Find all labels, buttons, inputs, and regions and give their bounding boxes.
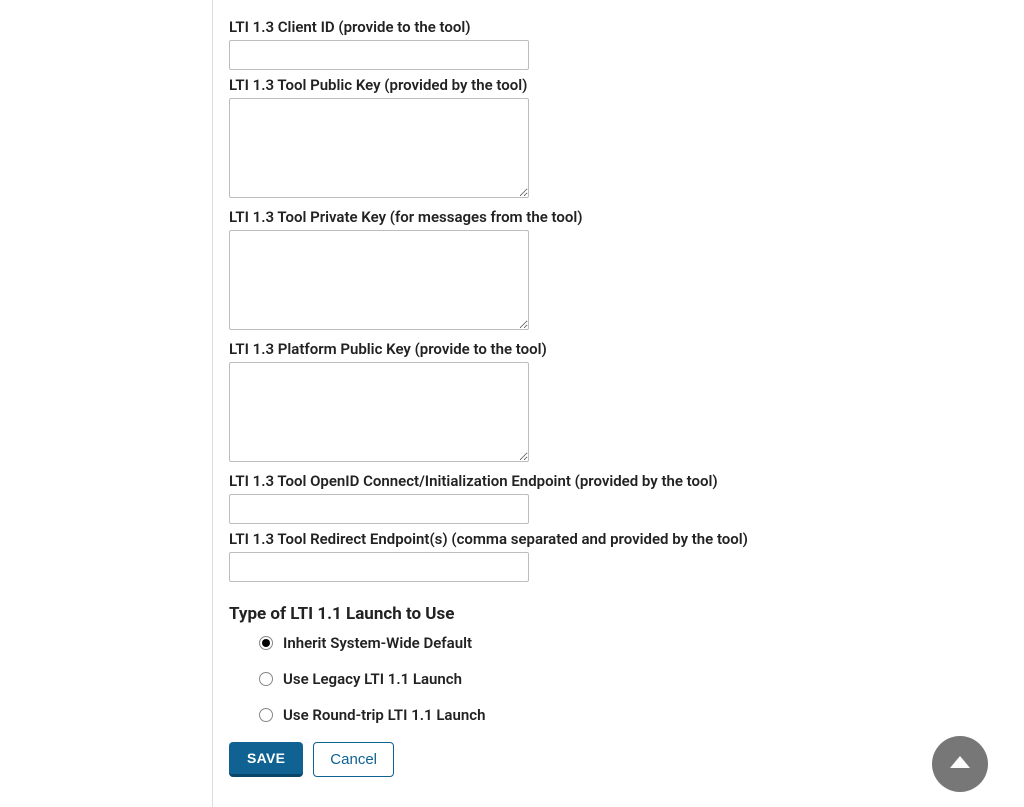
redirect-endpoints-label: LTI 1.3 Tool Redirect Endpoint(s) (comma… bbox=[229, 530, 1008, 548]
radio-option-inherit[interactable]: Inherit System-Wide Default bbox=[259, 634, 1008, 652]
radio-label: Inherit System-Wide Default bbox=[283, 634, 472, 652]
save-button[interactable]: SAVE bbox=[229, 742, 303, 777]
tool-public-key-label: LTI 1.3 Tool Public Key (provided by the… bbox=[229, 76, 1008, 94]
tool-public-key-textarea[interactable] bbox=[229, 98, 529, 198]
radio-icon bbox=[259, 636, 273, 650]
radio-option-roundtrip[interactable]: Use Round-trip LTI 1.1 Launch bbox=[259, 706, 1008, 724]
tool-private-key-label: LTI 1.3 Tool Private Key (for messages f… bbox=[229, 208, 1008, 226]
tool-private-key-textarea[interactable] bbox=[229, 230, 529, 330]
button-row: SAVE Cancel bbox=[229, 742, 1008, 777]
radio-icon bbox=[259, 672, 273, 686]
radio-option-legacy[interactable]: Use Legacy LTI 1.1 Launch bbox=[259, 670, 1008, 688]
launch-type-heading: Type of LTI 1.1 Launch to Use bbox=[229, 604, 1008, 624]
platform-public-key-textarea[interactable] bbox=[229, 362, 529, 462]
left-gutter bbox=[0, 0, 212, 807]
redirect-endpoints-input[interactable] bbox=[229, 552, 529, 582]
form-content: LTI 1.3 Client ID (provide to the tool) … bbox=[212, 0, 1024, 807]
radio-label: Use Round-trip LTI 1.1 Launch bbox=[283, 706, 485, 724]
oidc-endpoint-label: LTI 1.3 Tool OpenID Connect/Initializati… bbox=[229, 472, 1008, 490]
cancel-button[interactable]: Cancel bbox=[313, 742, 394, 777]
radio-label: Use Legacy LTI 1.1 Launch bbox=[283, 670, 462, 688]
platform-public-key-label: LTI 1.3 Platform Public Key (provide to … bbox=[229, 340, 1008, 358]
client-id-input[interactable] bbox=[229, 40, 529, 70]
launch-type-radio-group: Inherit System-Wide Default Use Legacy L… bbox=[229, 634, 1008, 724]
client-id-label: LTI 1.3 Client ID (provide to the tool) bbox=[229, 18, 1008, 36]
radio-icon bbox=[259, 708, 273, 722]
oidc-endpoint-input[interactable] bbox=[229, 494, 529, 524]
